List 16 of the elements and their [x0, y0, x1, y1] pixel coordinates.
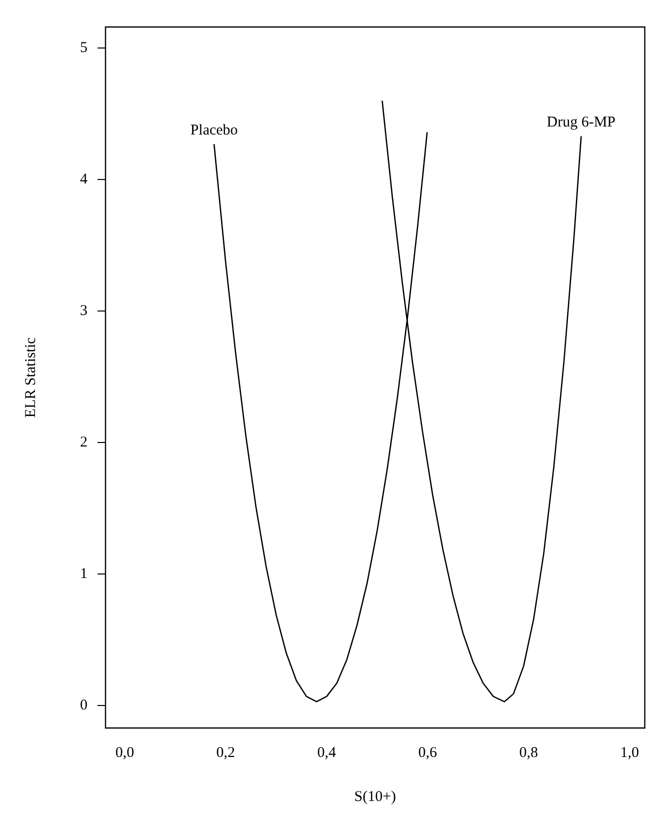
x-tick-label: 0,8	[519, 744, 538, 761]
y-tick-label: 1	[80, 566, 88, 582]
y-tick-label: 0	[80, 698, 88, 714]
y-tick-label: 4	[80, 172, 88, 188]
x-tick-label: 0,2	[216, 744, 236, 761]
y-tick-label: 2	[80, 434, 88, 451]
x-tick-label: 0,4	[317, 744, 337, 761]
x-tick-label: 0,0	[115, 744, 134, 761]
series-label: Drug 6-MP	[546, 114, 616, 131]
series-label: Placebo	[190, 122, 238, 138]
x-tick-label: 0,6	[418, 744, 438, 761]
x-tick-label: 1,0	[620, 744, 639, 761]
y-axis-title: ELR Statistic	[22, 336, 39, 418]
y-tick-label: 5	[80, 40, 88, 56]
y-tick-label: 3	[80, 303, 88, 320]
x-axis-title: S(10+)	[354, 788, 396, 805]
